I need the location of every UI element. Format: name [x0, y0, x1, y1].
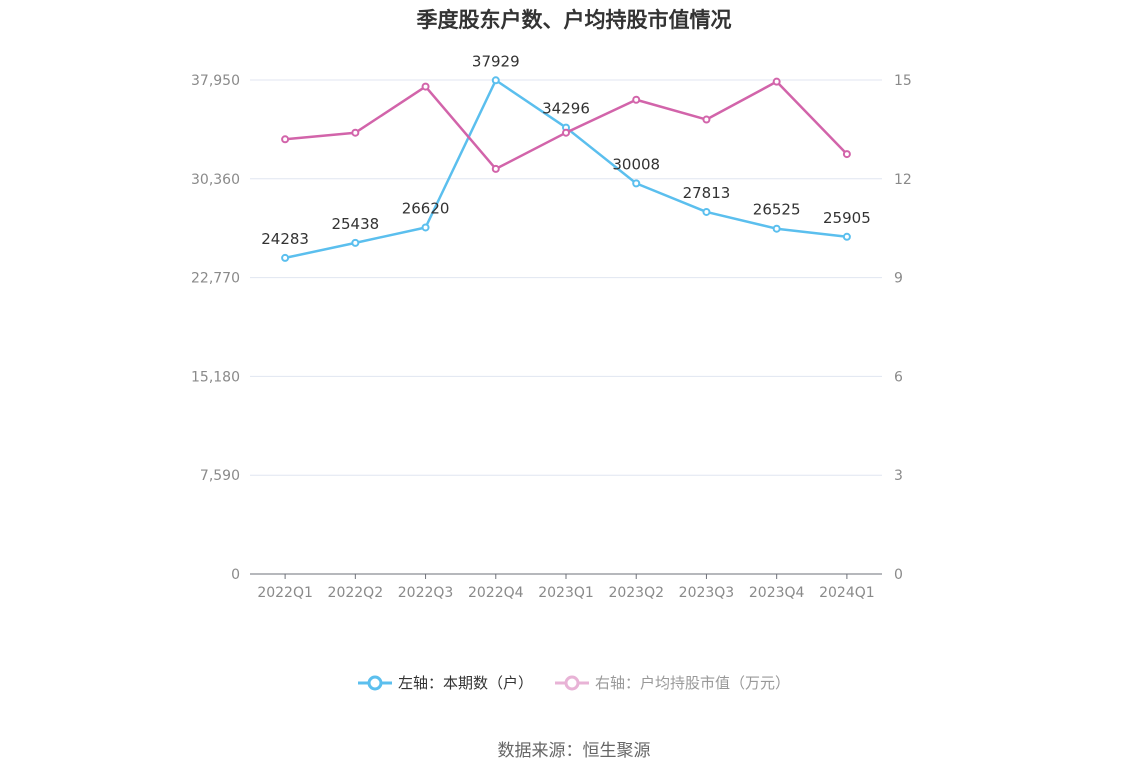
point-avg-value	[702, 115, 711, 124]
data-labels: 24283 25438 26620 37929 34296 30008 27813 26525…	[261, 52, 870, 248]
x-tick-label: 2024Q1	[819, 585, 875, 601]
legend: 左轴：本期数（户） 右轴：户均持股市值（万元）	[0, 672, 1148, 693]
legend-label-avg-value: 右轴：户均持股市值（万元）	[595, 674, 791, 692]
point-avg-value	[772, 77, 781, 86]
data-label-households: 27813	[683, 184, 731, 202]
x-tick-label: 2022Q2	[328, 585, 384, 601]
source-note: 数据来源：恒生聚源	[497, 741, 651, 761]
point-households	[281, 253, 290, 262]
data-label-households: 25905	[823, 209, 871, 227]
point-households	[351, 238, 360, 247]
y-right-tick-label: 6	[894, 369, 903, 385]
point-households	[842, 232, 851, 241]
y-right-tick-label: 0	[894, 567, 903, 583]
data-label-households: 34296	[542, 100, 590, 118]
data-label-households: 24283	[261, 230, 309, 248]
x-tick-label: 2023Q4	[749, 585, 805, 601]
y-left-tick-label: 15,180	[191, 369, 240, 385]
chart-title: 季度股东户数、户均持股市值情况	[416, 8, 732, 32]
x-tick-label: 2022Q3	[398, 585, 454, 601]
legend-item-avg-value[interactable]: 右轴：户均持股市值（万元）	[555, 672, 790, 693]
point-avg-value	[281, 135, 290, 144]
data-label-households: 25438	[331, 215, 379, 233]
legend-marker-blue	[357, 675, 392, 690]
y-left-tick-label: 22,770	[191, 271, 240, 287]
data-label-households: 26620	[402, 199, 450, 217]
y-right-tick-label: 3	[894, 468, 903, 484]
point-households	[421, 223, 430, 232]
point-households	[632, 179, 641, 188]
point-households	[702, 207, 711, 216]
y-left-tick-label: 0	[231, 567, 240, 583]
point-households	[772, 224, 781, 233]
y-left-tick-label: 30,360	[191, 172, 240, 188]
chart-canvas: 0 0 7,590 3 15,180 6 22,770 9 30,360 12 37,950 15 20…	[191, 52, 912, 601]
y-right-tick-label: 9	[894, 271, 903, 287]
y-left-tick-label: 37,950	[191, 73, 240, 89]
legend-item-households[interactable]: 左轴：本期数（户）	[357, 672, 533, 693]
point-avg-value	[421, 82, 430, 91]
point-avg-value	[632, 95, 641, 104]
y-left-tick-label: 7,590	[200, 468, 240, 484]
point-avg-value	[562, 128, 570, 137]
data-label-households: 30008	[612, 155, 660, 173]
point-avg-value	[842, 150, 851, 159]
x-tick-label: 2023Q1	[538, 585, 594, 601]
x-tick-label: 2022Q1	[257, 585, 313, 601]
axes: 0 0 7,590 3 15,180 6 22,770 9 30,360 12 37,950 15 20…	[191, 73, 912, 601]
grid-lines	[250, 79, 882, 476]
x-tick-label: 2022Q4	[468, 585, 524, 601]
point-avg-value	[351, 128, 360, 137]
point-households	[491, 76, 500, 85]
legend-label-households: 左轴：本期数（户）	[397, 674, 533, 692]
data-label-households: 37929	[472, 52, 520, 70]
y-right-tick-label: 15	[894, 73, 912, 89]
y-right-tick-label: 12	[894, 172, 912, 188]
series-lines	[281, 76, 851, 262]
point-avg-value	[491, 164, 500, 173]
x-tick-label: 2023Q2	[608, 585, 664, 601]
data-label-households: 26525	[753, 201, 801, 219]
x-tick-label: 2023Q3	[679, 585, 735, 601]
legend-marker-pink	[555, 675, 589, 690]
